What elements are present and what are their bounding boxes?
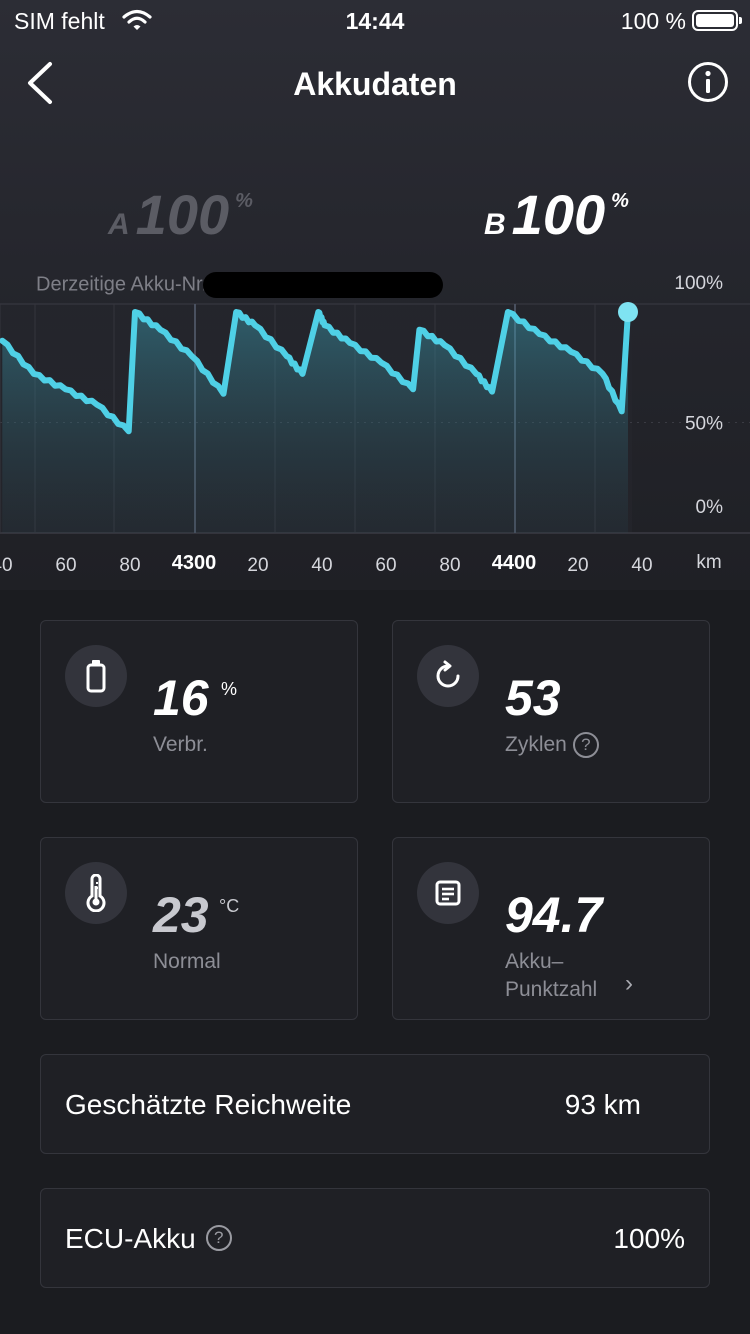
- x-tick-label: 40: [631, 555, 653, 576]
- x-tick-label: 20: [567, 555, 589, 576]
- cycles-icon-bg: [417, 645, 479, 707]
- battery-a-value: 100: [135, 183, 230, 246]
- range-label: Geschätzte Reichweite: [65, 1089, 352, 1120]
- y-tick-label: 0%: [696, 497, 724, 518]
- score-value: 94.7: [505, 887, 603, 943]
- redacted-serial: [203, 272, 444, 298]
- consumption-label: Verbr.: [153, 733, 208, 756]
- ecu-label: ECU-Akku: [65, 1223, 196, 1254]
- current-akku-text: Derzeitige Akku-Nr.: [36, 273, 208, 296]
- document-icon: [435, 880, 461, 906]
- x-axis-labels: 40 60 80 4300 20 40 60 80 4400 20 40 km: [0, 552, 750, 582]
- x-tick-label: 4300: [171, 552, 217, 574]
- chart-area-fill: [2, 312, 629, 533]
- battery-icon: [86, 660, 106, 693]
- x-tick-label: 20: [247, 555, 269, 576]
- x-tick-label: 60: [375, 555, 397, 576]
- current-akku-label: Derzeitige Akku-Nr.: [36, 272, 444, 298]
- battery-history-chart[interactable]: 100% 50% 0%: [0, 260, 750, 590]
- temperature-value: 23: [153, 887, 209, 943]
- battery-a-letter: A: [108, 208, 130, 241]
- thermometer-icon: [86, 874, 106, 912]
- clock: 14:44: [345, 8, 405, 34]
- x-tick-label: 40: [0, 555, 13, 576]
- battery-a-unit: %: [235, 190, 253, 212]
- temperature-card: 23 °C Normal: [40, 837, 358, 1020]
- x-tick-label: 40: [311, 555, 333, 576]
- score-card[interactable]: 94.7 Akku– Punktzahl ›: [392, 837, 710, 1020]
- estimated-range-row: Geschätzte Reichweite 93 km: [40, 1054, 710, 1154]
- ecu-value: 100%: [613, 1223, 685, 1254]
- temperature-label: Normal: [153, 950, 221, 973]
- score-label-line1: Akku–: [505, 950, 564, 973]
- score-icon-bg: [417, 862, 479, 924]
- battery-percent: 100 %: [620, 8, 686, 34]
- cycles-card: 53 Zyklen?: [392, 620, 710, 803]
- chart-series-line: [0, 309, 631, 435]
- temperature-icon-bg: [65, 862, 127, 924]
- consumption-icon-bg: [65, 645, 127, 707]
- y-tick-label: 50%: [685, 414, 723, 435]
- wifi-icon: [122, 9, 152, 36]
- score-label: Akku– Punktzahl: [505, 948, 597, 1004]
- x-unit-label: km: [696, 552, 722, 573]
- consumption-value: 16: [153, 670, 209, 726]
- ecu-battery-row: ECU-Akku? 100%: [40, 1188, 710, 1288]
- ecu-label-row: ECU-Akku?: [65, 1223, 232, 1255]
- battery-status-icon: [692, 10, 742, 31]
- chart-current-point: [618, 302, 638, 322]
- cycles-help-icon[interactable]: ?: [572, 732, 599, 759]
- battery-b-unit: %: [611, 190, 629, 212]
- y-tick-label: 100%: [674, 273, 723, 294]
- battery-b-level: B 100%: [484, 182, 629, 247]
- battery-b-value: 100: [511, 183, 606, 246]
- ecu-help-icon[interactable]: ?: [205, 1224, 232, 1251]
- chevron-left-icon: [28, 62, 52, 104]
- consumption-card: 16 % Verbr.: [40, 620, 358, 803]
- consumption-unit: %: [221, 679, 238, 699]
- cycles-label: Zyklen: [505, 733, 567, 756]
- score-label-line2: Punktzahl: [505, 978, 598, 1001]
- chevron-right-icon: ›: [625, 970, 633, 997]
- info-icon: [688, 62, 728, 102]
- carrier-label: SIM fehlt: [14, 8, 105, 34]
- page-title: Akkudaten: [293, 66, 457, 102]
- temperature-unit: °C: [219, 896, 240, 916]
- x-tick-label: 80: [119, 555, 141, 576]
- refresh-icon: [436, 660, 460, 688]
- info-button[interactable]: [686, 60, 730, 104]
- range-value: 93 km: [564, 1089, 641, 1120]
- status-bar: SIM fehlt 14:44 100 %: [0, 0, 750, 40]
- battery-a-level: A 100%: [108, 182, 253, 247]
- cycles-value: 53: [505, 670, 561, 726]
- cycles-label-row[interactable]: Zyklen?: [505, 731, 599, 759]
- x-tick-label: 4400: [491, 552, 537, 574]
- back-button[interactable]: [18, 56, 68, 110]
- battery-b-letter: B: [484, 208, 506, 241]
- x-tick-label: 80: [439, 555, 461, 576]
- x-tick-label: 60: [55, 555, 77, 576]
